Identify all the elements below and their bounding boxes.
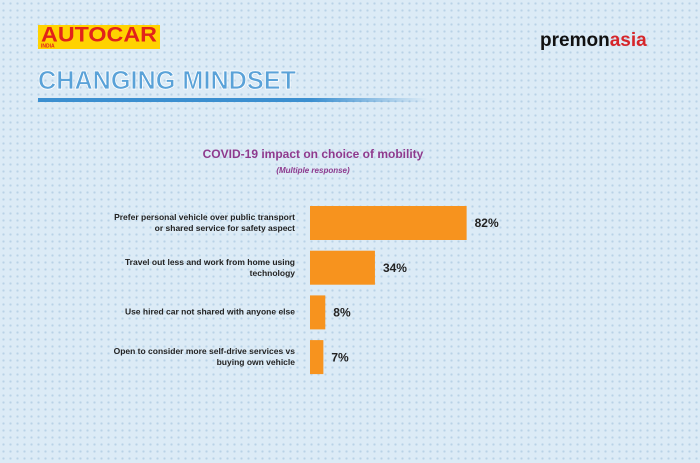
- category-label: Prefer personal vehicle over public tran…: [114, 212, 295, 233]
- headline: CHANGING MINDSET: [38, 65, 296, 95]
- partner-logo-part: asia: [610, 30, 647, 51]
- value-label: 82%: [475, 216, 499, 230]
- value-label: 34%: [383, 261, 407, 275]
- headline-underline: [38, 98, 428, 102]
- value-label: 8%: [333, 306, 351, 320]
- value-label: 7%: [331, 350, 349, 364]
- brand-logo-box: [38, 25, 160, 49]
- partner-logo-part: premon: [540, 30, 610, 51]
- bar: [310, 340, 324, 375]
- partner-logo: premonasia: [540, 30, 647, 51]
- chart-subtitle: (Multiple response): [276, 166, 350, 175]
- bar: [310, 250, 375, 285]
- category-label: Use hired car not shared with anyone els…: [124, 306, 295, 317]
- bar: [310, 206, 467, 240]
- chart-title: COVID-19 impact on choice of mobility: [203, 147, 424, 161]
- brand-logo: AUTOCAR: [41, 24, 157, 47]
- category-label: Open to consider more self-drive service…: [113, 346, 295, 368]
- category-label: Travel out less and work from home using…: [124, 256, 295, 278]
- brand-sub: INDIA: [41, 43, 55, 49]
- bar: [310, 295, 326, 330]
